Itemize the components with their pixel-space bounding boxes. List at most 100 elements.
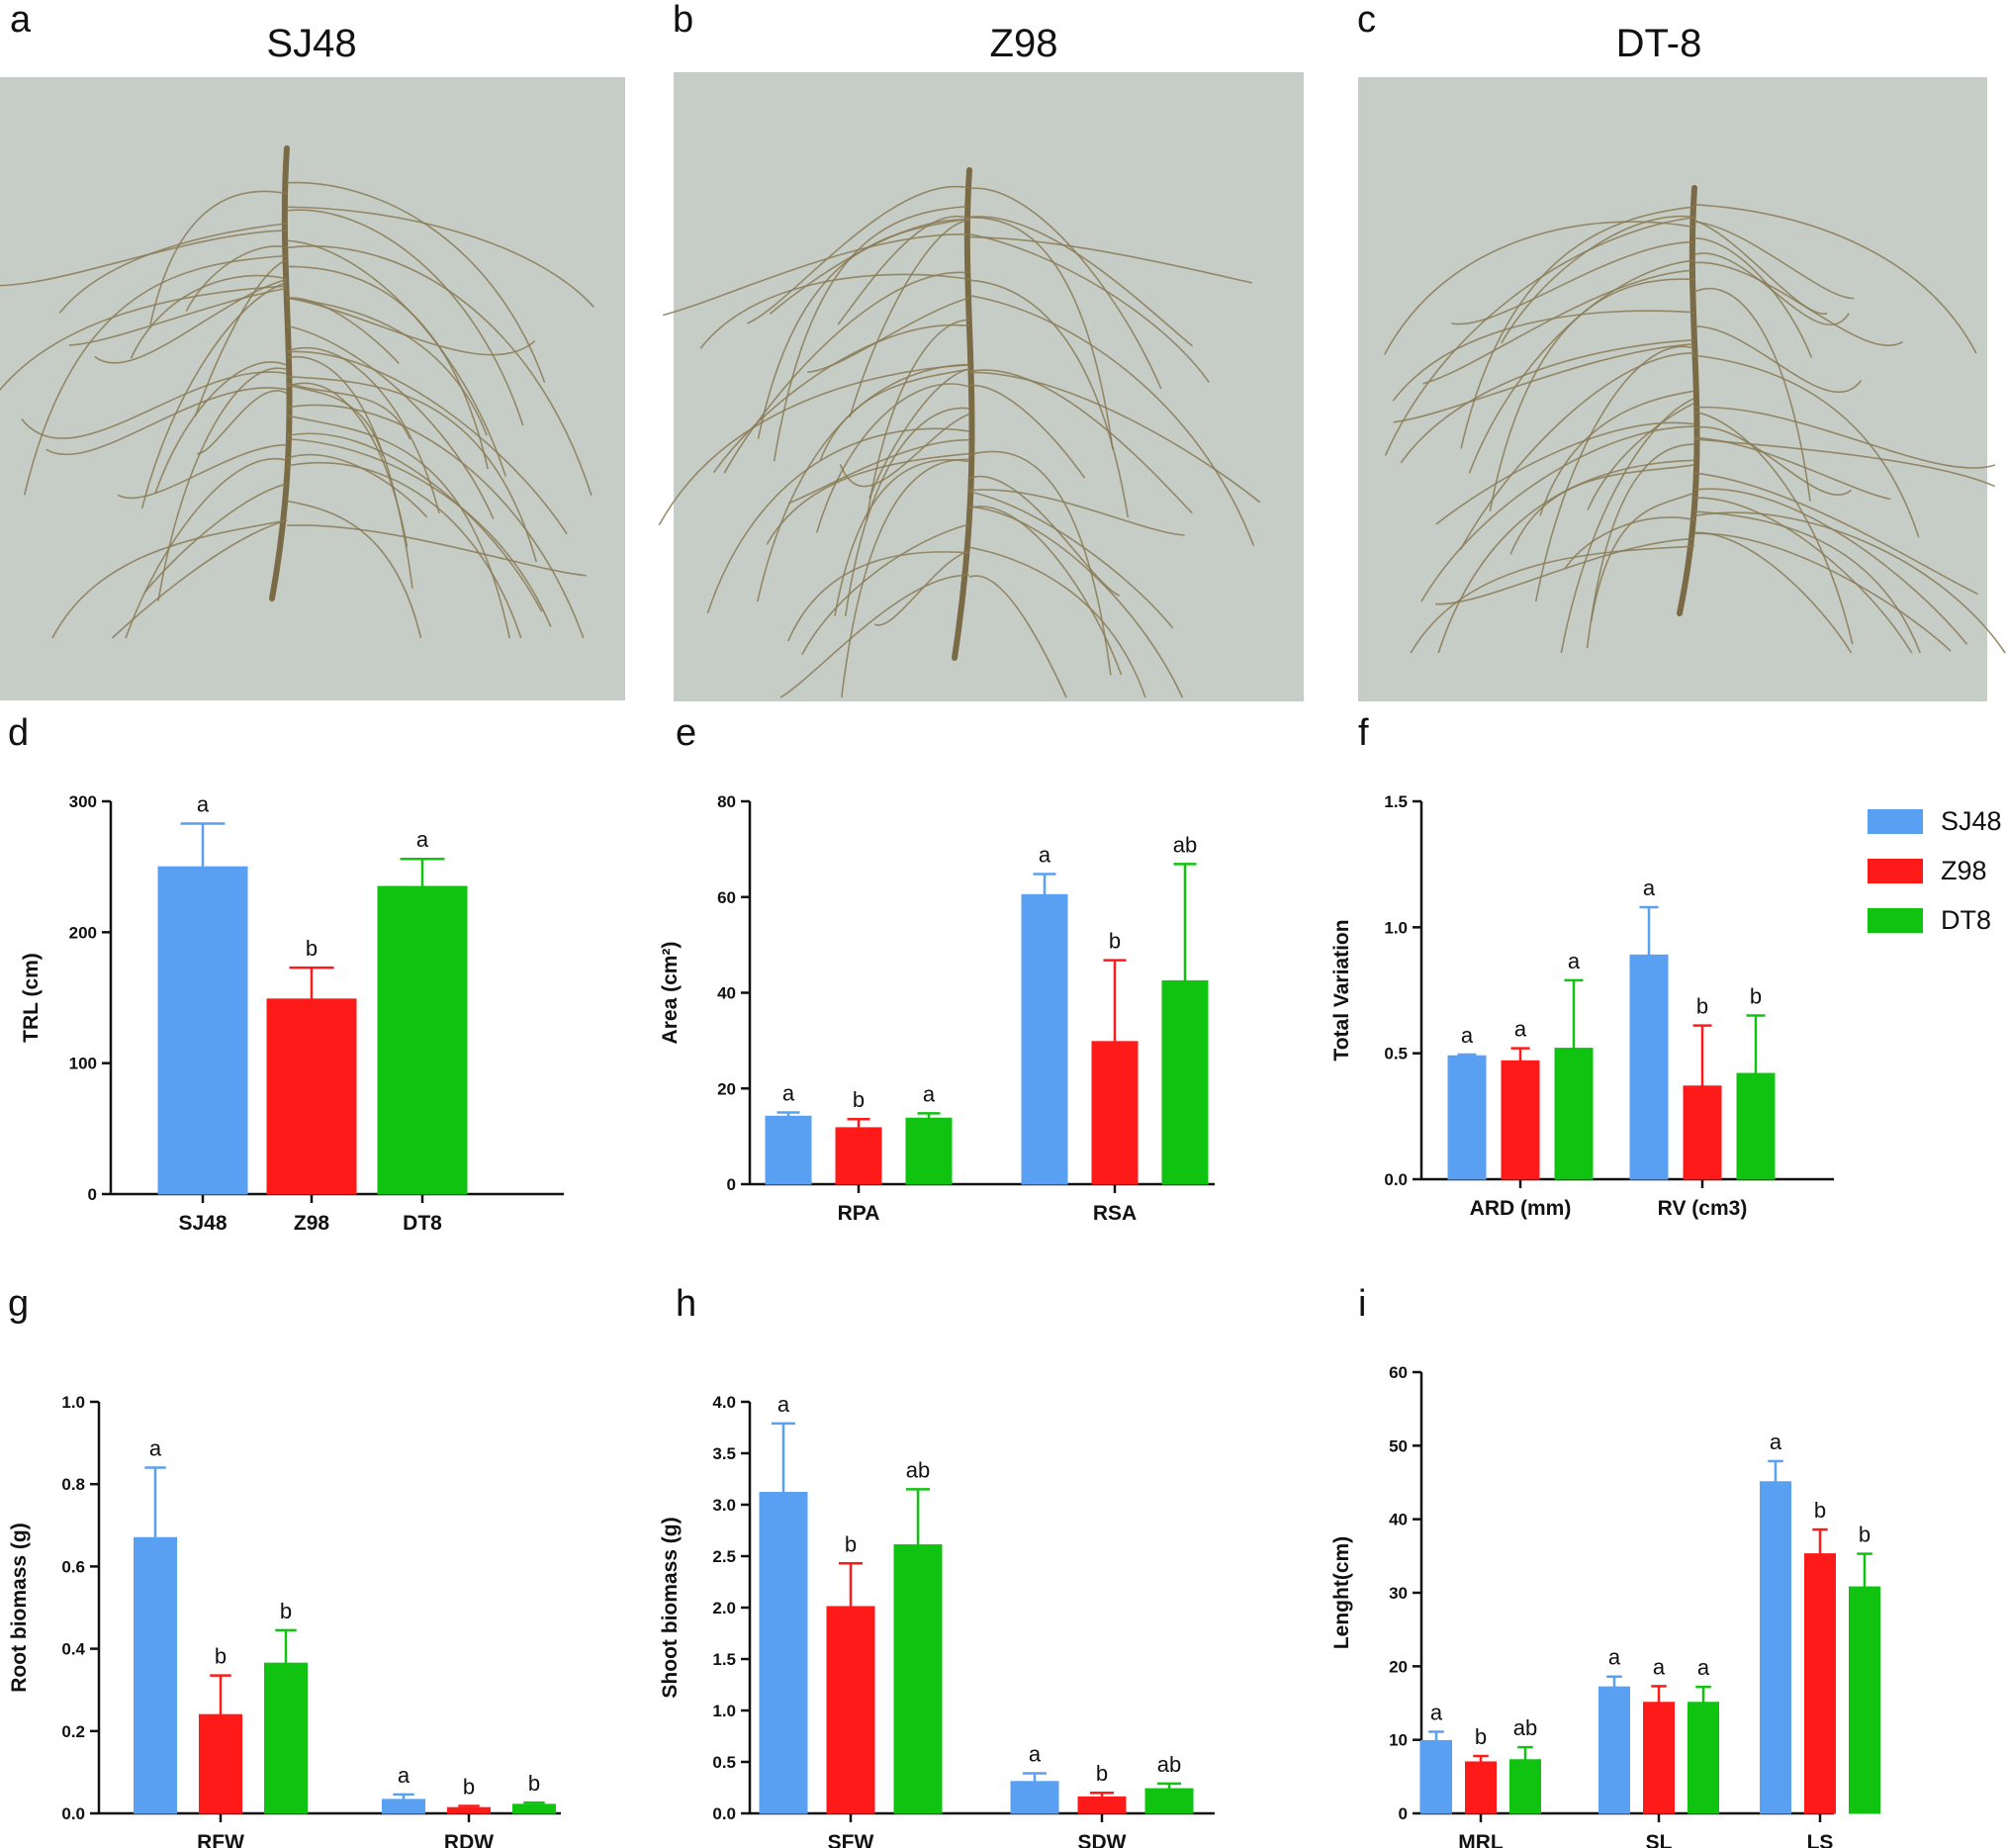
y-tick-label: 200 [69, 923, 97, 942]
lateral-root [286, 206, 594, 308]
bar-z98-rdw [447, 1806, 491, 1814]
lateral-root [769, 219, 970, 315]
significance-label-dt8-rdw: b [528, 1771, 540, 1796]
lateral-root [286, 462, 522, 639]
lateral-root [779, 574, 970, 698]
x-tick-label-sfw: SFW [828, 1831, 874, 1848]
y-tick-label: 50 [1389, 1436, 1408, 1455]
lateral-root [1693, 425, 1852, 497]
lateral-root [286, 453, 428, 518]
lateral-root [149, 190, 288, 325]
lateral-root [968, 575, 1067, 698]
bar-z98-rpa [835, 1127, 882, 1185]
lateral-root [51, 519, 288, 639]
lateral-root [841, 458, 970, 698]
lateral-root [286, 404, 585, 639]
lateral-root [286, 437, 552, 627]
x-tick-label-mrl: MRL [1458, 1831, 1504, 1848]
lateral-root [773, 205, 970, 462]
legend-swatch-dt8 [1868, 908, 1923, 933]
chart-panel-d: d 0 100 200 300 TRL (cm) SJ48 Z98 DT8 a b a [8, 712, 564, 1235]
panel-letter-g: g [8, 1283, 29, 1325]
root-drawing-dt8 [1383, 185, 2006, 654]
lateral-root [1393, 343, 1695, 423]
significance-label-sj48-rpa: a [782, 1080, 795, 1105]
lateral-root [844, 407, 970, 617]
x-tick-label-rv-cm3: RV (cm3) [1658, 1197, 1748, 1220]
root-drawing-z98 [658, 167, 1261, 698]
y-tick-label: 0.5 [712, 1753, 736, 1772]
significance-label-sj48-sfw: a [777, 1392, 790, 1417]
lateral-root [1693, 472, 1978, 596]
significance-label-z98-sl: a [1653, 1654, 1666, 1679]
lateral-root [286, 181, 546, 383]
lateral-root [1693, 488, 1968, 645]
legend-swatch-z98 [1868, 859, 1923, 883]
lateral-root [286, 355, 413, 589]
y-tick-label: 1.5 [1384, 792, 1408, 811]
lateral-root [968, 371, 1261, 504]
lateral-root [286, 524, 587, 577]
lateral-root [1693, 411, 1854, 645]
root-photo-z98 [674, 72, 1304, 701]
significance-label-sj48: a [197, 791, 210, 816]
y-tick-label: 0.2 [61, 1722, 85, 1741]
significance-label-sj48-rdw: a [398, 1763, 411, 1788]
lateral-root [46, 387, 288, 456]
bar-z98-mrl [1465, 1761, 1497, 1814]
significance-label-dt8: a [416, 827, 429, 852]
lateral-root [968, 235, 1252, 284]
lateral-root [1539, 390, 1695, 516]
lateral-root [1410, 545, 1695, 654]
x-tick-label-rsa: RSA [1093, 1202, 1137, 1225]
y-tick-label: 10 [1389, 1731, 1408, 1750]
lateral-root [1468, 259, 1695, 474]
lateral-root [968, 546, 1146, 698]
y-axis-label: Lenght(cm) [1330, 1536, 1353, 1649]
lateral-root [143, 483, 288, 594]
lateral-root [1501, 215, 1695, 344]
lateral-root [286, 500, 422, 639]
lateral-root [1384, 216, 1695, 456]
lateral-root [1693, 236, 1813, 358]
lateral-root [807, 297, 970, 373]
y-tick-label: 20 [717, 1079, 736, 1098]
bar-sj48-sdw [1010, 1781, 1059, 1814]
lateral-root [1560, 397, 1695, 654]
significance-label-z98-rpa: b [853, 1087, 865, 1112]
significance-label-z98-rv-cm3: b [1696, 994, 1708, 1019]
lateral-root [286, 324, 495, 519]
lateral-root [968, 369, 1193, 514]
lateral-root [766, 452, 970, 545]
bar-z98-rsa [1091, 1041, 1139, 1185]
y-tick-label: 1.0 [712, 1702, 736, 1720]
lateral-root [787, 438, 970, 505]
y-tick-label: 40 [1389, 1511, 1408, 1529]
lateral-root [874, 550, 970, 626]
lateral-root [1586, 443, 1695, 649]
significance-label-z98-mrl: b [1475, 1724, 1487, 1749]
bar-z98-ls [1804, 1553, 1836, 1814]
lateral-root [658, 364, 970, 526]
x-tick-label-rpa: RPA [838, 1202, 880, 1225]
significance-label-sj48-rv-cm3: a [1643, 876, 1656, 900]
significance-label-sj48-ard-mm: a [1461, 1023, 1474, 1048]
panel-letter-f: f [1358, 712, 1369, 754]
y-tick-label: 0.0 [712, 1804, 736, 1823]
bar-dt8-mrl [1509, 1759, 1541, 1814]
lateral-root [968, 491, 1174, 629]
lateral-root [866, 319, 970, 521]
significance-label-z98-rdw: b [463, 1775, 475, 1800]
y-axis-label: Shoot biomass (g) [659, 1517, 682, 1698]
y-tick-label: 0.8 [61, 1475, 85, 1494]
lateral-root [968, 384, 1086, 479]
bar-dt8-rfw [264, 1662, 308, 1814]
lateral-root [662, 233, 970, 317]
lateral-root [1693, 287, 1811, 502]
lateral-root [286, 350, 568, 535]
x-tick-label-sl: SL [1646, 1831, 1673, 1848]
chart-panel-h: h 0.0 0.5 1.0 1.5 2.0 2.5 3.0 3.5 4.0 Shoot biomas… [659, 1283, 1215, 1848]
lateral-root [23, 254, 288, 496]
